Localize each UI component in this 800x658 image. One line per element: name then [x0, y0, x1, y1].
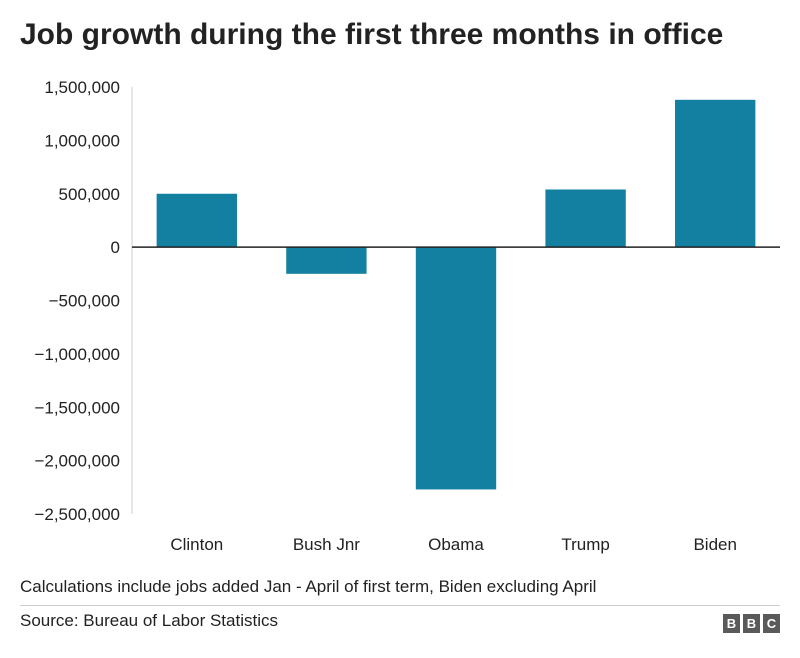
y-tick-label: −500,000 — [49, 292, 120, 311]
x-axis: Clinton Bush Jnr Obama Trump Biden — [132, 246, 780, 554]
bar — [286, 247, 367, 274]
bbc-logo: B B C — [723, 614, 780, 633]
bar-chart: 1,500,000 1,000,000 500,000 0 −500,000 −1,000… — [34, 78, 780, 554]
y-tick-label: 1,500,000 — [44, 78, 120, 97]
bbc-logo-letter: B — [743, 614, 760, 633]
y-tick-label: 1,000,000 — [44, 131, 120, 150]
footer-divider — [20, 605, 780, 606]
bbc-logo-letter: B — [723, 614, 740, 633]
y-axis: 1,500,000 1,000,000 500,000 0 −500,000 −1,000… — [34, 78, 133, 524]
x-tick-label: Bush Jnr — [293, 535, 360, 554]
bar — [675, 99, 756, 248]
x-tick-label: Obama — [428, 535, 484, 554]
x-tick-label: Biden — [693, 535, 736, 554]
bar — [156, 193, 237, 248]
bar — [415, 247, 497, 490]
y-tick-label: −2,000,000 — [34, 452, 120, 471]
footnote: Calculations include jobs added Jan - Ap… — [20, 577, 597, 596]
y-tick-label: −1,000,000 — [34, 345, 120, 364]
y-tick-label: 0 — [111, 238, 120, 257]
y-tick-label: −2,500,000 — [34, 505, 120, 524]
chart-title: Job growth during the first three months… — [20, 18, 724, 51]
bars — [156, 99, 756, 490]
source-text: Source: Bureau of Labor Statistics — [20, 611, 278, 630]
y-tick-label: −1,500,000 — [34, 398, 120, 417]
x-tick-label: Trump — [561, 535, 610, 554]
bar — [545, 189, 626, 248]
y-tick-label: 500,000 — [59, 185, 120, 204]
bbc-logo-letter: C — [763, 614, 780, 633]
x-tick-label: Clinton — [170, 535, 223, 554]
